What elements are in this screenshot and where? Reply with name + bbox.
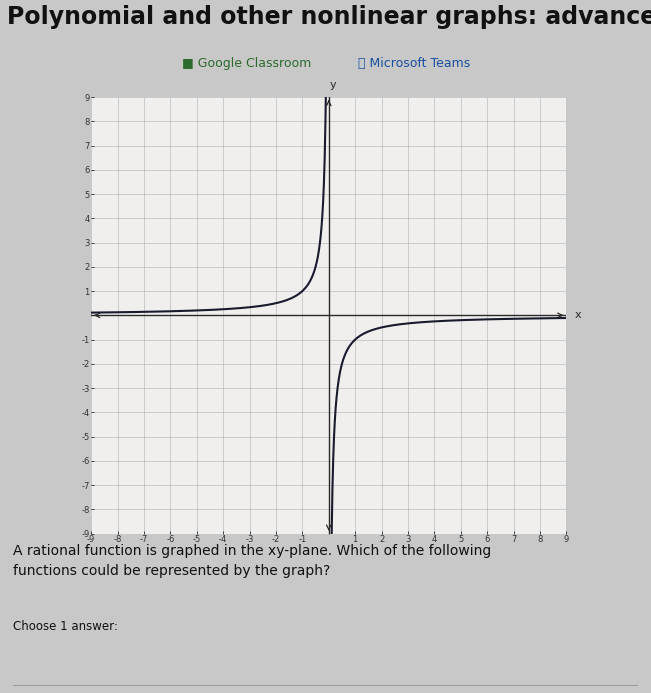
- Text: ■ Google Classroom: ■ Google Classroom: [182, 57, 312, 69]
- Text: x: x: [574, 310, 581, 320]
- Text: ⦿ Microsoft Teams: ⦿ Microsoft Teams: [358, 57, 470, 69]
- Text: y: y: [329, 80, 336, 89]
- Text: Choose 1 answer:: Choose 1 answer:: [13, 620, 118, 633]
- Text: A rational function is graphed in the xy-plane. Which of the following
functions: A rational function is graphed in the xy…: [13, 543, 492, 578]
- Text: Polynomial and other nonlinear graphs: advanced: Polynomial and other nonlinear graphs: a…: [7, 5, 651, 28]
